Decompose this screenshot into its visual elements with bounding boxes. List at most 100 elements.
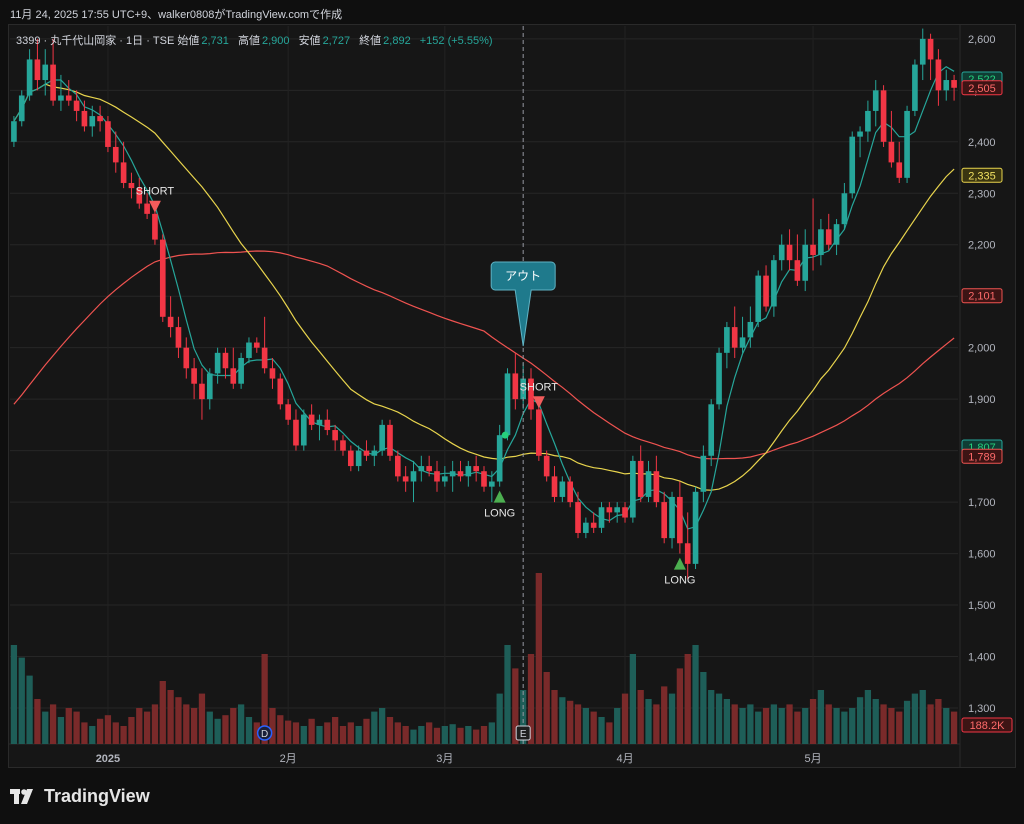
candle-body <box>175 327 182 348</box>
y-tick-label: 2,400 <box>968 137 996 149</box>
volume-bar <box>551 690 558 744</box>
volume-bar <box>386 717 394 744</box>
candle-body <box>144 203 150 214</box>
candle-body <box>457 471 464 477</box>
candle-body <box>771 260 777 307</box>
y-tick-label: 2,300 <box>968 188 996 200</box>
volume-bar <box>426 722 433 744</box>
volume-bar <box>715 693 723 744</box>
candle-body <box>716 352 722 405</box>
y-tick-label: 2,000 <box>968 343 996 355</box>
candle-body <box>677 496 683 544</box>
candle-body <box>253 342 260 348</box>
volume-bar <box>65 708 72 744</box>
candle-body <box>943 80 950 91</box>
volume-bar <box>190 708 198 744</box>
candle-body <box>802 244 809 281</box>
candle-body <box>841 193 848 225</box>
candle-body <box>449 471 456 477</box>
candle-body <box>18 95 25 122</box>
header-timestamp: 11月 24, 2025 17:55 UTC+9、walker0808がTrad… <box>10 9 343 21</box>
candle-body <box>575 502 581 533</box>
candle-body <box>371 450 378 456</box>
candle-body <box>724 327 730 353</box>
volume-bar <box>449 724 456 744</box>
volume-bar <box>700 672 707 744</box>
volume-bar <box>582 708 589 744</box>
candle-body <box>731 327 738 348</box>
open-value: 2,731 <box>201 35 229 47</box>
candle-body <box>58 95 64 101</box>
candle-body <box>128 182 135 189</box>
volume-bar <box>18 657 25 744</box>
candle-body <box>543 455 550 477</box>
change-value: +152 (+5.55%) <box>419 35 493 47</box>
candle-body <box>528 378 534 410</box>
volume-bar <box>167 690 174 744</box>
volume-bar <box>261 654 268 744</box>
candle-body <box>426 466 432 472</box>
volume-bar <box>151 704 159 744</box>
volume-bar <box>394 722 401 744</box>
signal-label: LONG <box>664 575 695 587</box>
short-signal-arrow <box>532 396 545 409</box>
candle-body <box>199 383 205 400</box>
badge-label: E <box>520 729 527 740</box>
signal-label: SHORT <box>136 186 175 198</box>
volume-bar <box>903 700 911 744</box>
volume-bar <box>363 718 370 744</box>
candle-body <box>277 378 284 405</box>
candle-body <box>778 244 785 261</box>
volume-bar <box>864 690 872 744</box>
candle-body <box>316 419 323 425</box>
dividend-badge <box>256 725 273 741</box>
volume-bar <box>284 720 292 744</box>
candle-body <box>927 38 934 60</box>
candle-body <box>285 404 291 420</box>
y-tick-label: 2,200 <box>968 240 996 252</box>
volume-bar <box>606 722 613 744</box>
candle-body <box>81 110 88 127</box>
candle-body <box>363 450 370 456</box>
x-tick-label: 4月 <box>616 753 633 765</box>
earnings-badge <box>515 725 531 741</box>
candle-body <box>269 368 276 379</box>
candle-body <box>810 244 816 256</box>
candle-body <box>825 229 832 245</box>
volume-bar <box>629 654 636 744</box>
volume-bar <box>42 711 49 744</box>
price-tag <box>961 448 1003 464</box>
candle-body <box>410 471 417 482</box>
candle-body <box>167 316 174 328</box>
volume-bar <box>621 693 629 744</box>
volume-bar <box>136 708 143 744</box>
volume-bar <box>504 645 511 744</box>
candle-body <box>794 260 801 281</box>
volume-bar <box>692 645 699 744</box>
candle-body <box>653 471 660 503</box>
candle-body <box>379 424 385 451</box>
candle-body <box>238 357 244 384</box>
volume-bar <box>473 729 480 744</box>
candle-body <box>536 409 542 456</box>
ma-mid-line <box>13 83 955 491</box>
volume-bar <box>786 704 793 744</box>
symbol-label: 3399 · 丸千代山岡家 · 1日 · TSE <box>16 35 175 47</box>
chart-panel[interactable] <box>8 24 1016 768</box>
candle-body <box>637 460 644 497</box>
volume-bar <box>379 708 386 744</box>
y-tick-label: 1,700 <box>968 497 996 509</box>
volume-bar <box>308 718 315 744</box>
candle-body <box>583 522 589 533</box>
volume-bar <box>96 718 104 744</box>
volume-bar <box>81 722 88 744</box>
volume-bar <box>89 726 96 744</box>
volume-bar <box>347 722 354 744</box>
tradingview-brand[interactable]: TradingView <box>10 786 150 807</box>
volume-bar <box>950 711 958 744</box>
low-value: 2,727 <box>322 35 351 47</box>
volume-bar <box>10 645 18 744</box>
volume-bar <box>668 693 676 744</box>
y-tick-label: 1,500 <box>968 600 996 612</box>
